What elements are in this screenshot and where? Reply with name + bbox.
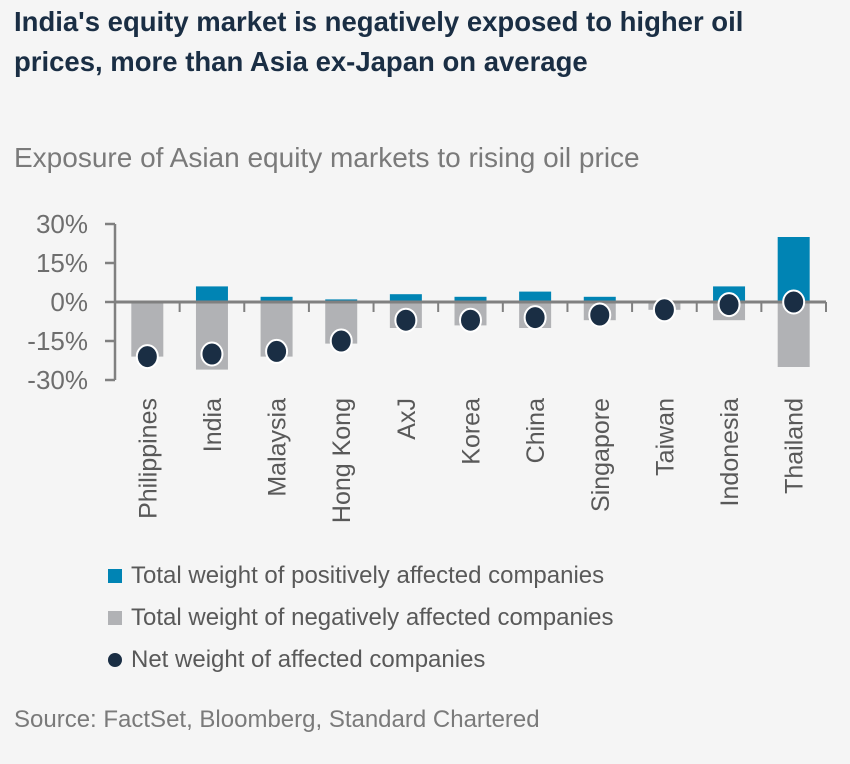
legend-item-positive: Total weight of positively affected comp… (108, 562, 604, 590)
net-weight-point (459, 307, 482, 333)
y-tick-label: -30% (27, 365, 88, 395)
net-weight-point (394, 307, 418, 333)
net-weight-point (135, 344, 159, 370)
x-tick-label: Hong Kong (328, 398, 356, 523)
x-tick-label: Indonesia (716, 398, 744, 507)
bar-positive (389, 294, 422, 302)
y-tick-label: -15% (27, 326, 88, 356)
legend-label-negative: Total weight of negatively affected comp… (131, 604, 614, 631)
plot-area: 30% 15% 0% -15% -30% Philippines India Malaysia… (27, 209, 827, 523)
bar-positive (195, 286, 228, 302)
chart-subtitle: Exposure of Asian equity markets to risi… (14, 142, 640, 173)
x-tick-label: Korea (458, 398, 486, 465)
bar-positive (260, 296, 293, 302)
net-weight-point (652, 297, 676, 323)
net-weight-point (265, 338, 289, 364)
legend-swatch-positive (108, 569, 122, 583)
net-weight-point (200, 341, 224, 367)
net-weight-point (588, 302, 612, 328)
x-tick-label: Malaysia (264, 398, 292, 497)
y-tick-label: 0% (50, 287, 88, 317)
legend-marker-net (108, 653, 122, 667)
legend-swatch-negative (108, 611, 122, 625)
net-weight-point (782, 289, 806, 315)
bar-positive (454, 296, 487, 302)
net-weight-point (523, 305, 547, 331)
x-tick-label: Philippines (134, 398, 162, 519)
net-weight-point (329, 328, 353, 354)
x-tick-label: Singapore (587, 398, 615, 512)
chart-title: India's equity market is negatively expo… (14, 6, 744, 77)
source-note: Source: FactSet, Bloomberg, Standard Cha… (14, 706, 540, 733)
x-tick-label: AxJ (393, 398, 421, 440)
x-tick-label: Thailand (781, 398, 809, 494)
y-tick-label: 15% (36, 248, 88, 278)
bar-positive (519, 291, 552, 302)
x-tick-label: Taiwan (651, 398, 679, 476)
legend-label-net: Net weight of affected companies (131, 646, 486, 673)
legend-label-positive: Total weight of positively affected comp… (131, 562, 605, 589)
legend-item-negative: Total weight of negatively affected comp… (108, 604, 614, 632)
legend-item-net: Net weight of affected companies (108, 646, 485, 674)
y-tick-label: 30% (36, 209, 88, 239)
x-tick-label: India (199, 398, 227, 452)
x-tick-label: China (522, 398, 550, 463)
bar-positive (583, 296, 616, 302)
net-weight-point (717, 292, 741, 318)
